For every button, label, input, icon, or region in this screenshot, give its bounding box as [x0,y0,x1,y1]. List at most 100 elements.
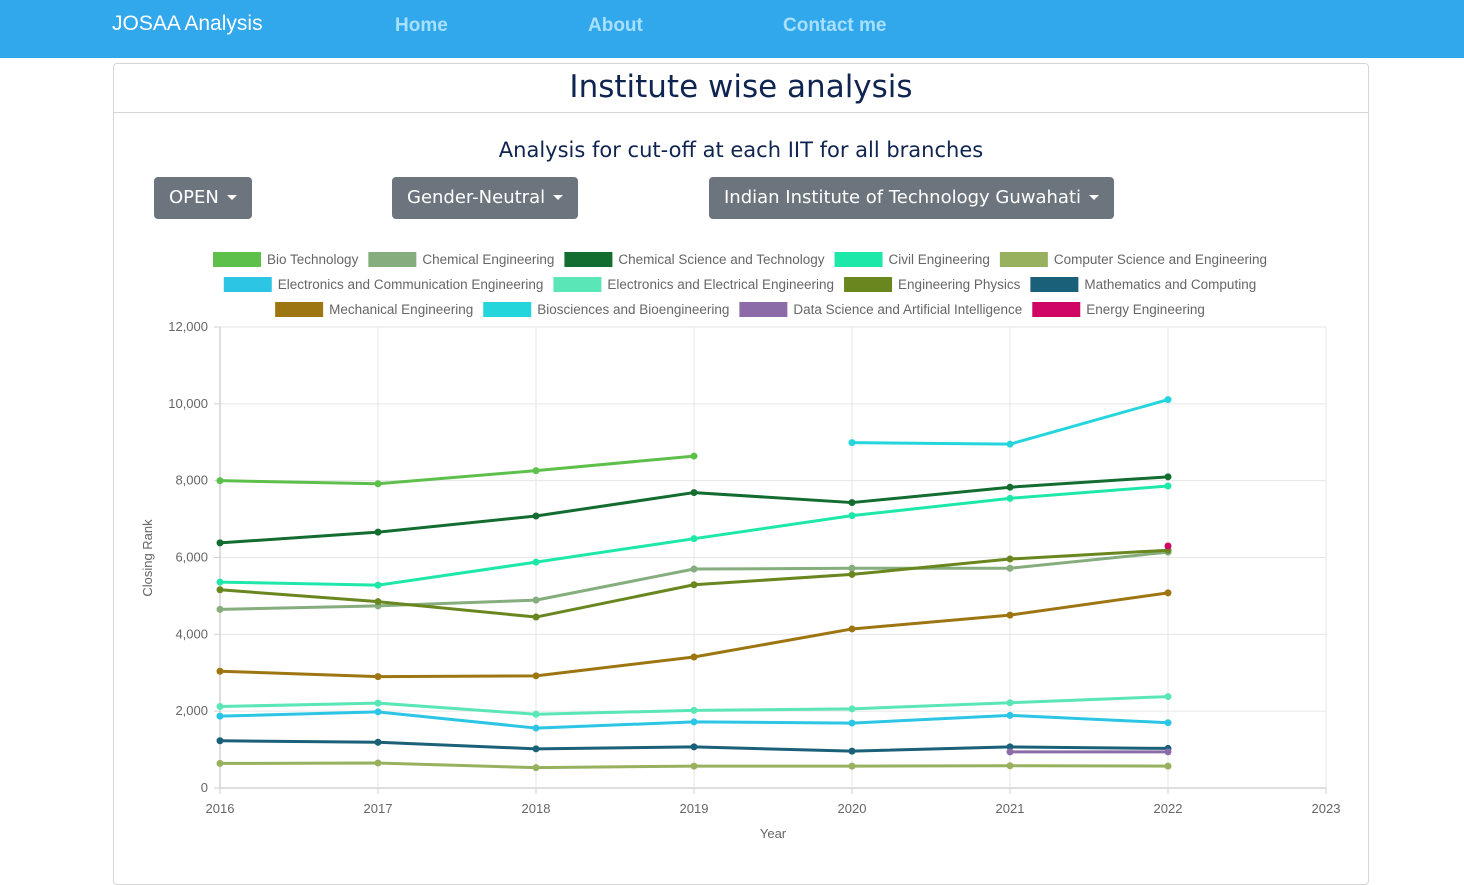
data-point [216,737,224,745]
legend-label: Energy Engineering [1086,302,1205,317]
x-tick-label: 2017 [364,801,393,816]
series-line [219,454,695,486]
legend-item[interactable]: Energy Engineering [1032,302,1205,317]
legend-item[interactable]: Computer Science and Engineering [999,252,1267,267]
legend-label: Electronics and Electrical Engineering [607,277,834,292]
data-point [690,762,698,770]
series-computer-science-and-engineering [216,759,1172,772]
nav-home-link[interactable]: Home [395,15,448,36]
data-point [374,759,382,767]
gender-dropdown-label: Gender-Neutral [407,187,546,208]
chart-axes: 0 2,000 4,000 6,000 8,000 10,000 12,000 2016 201… [168,319,1340,816]
legend-item[interactable]: Electronics and Communication Engineerin… [223,277,544,292]
data-point [690,718,698,726]
data-point [1006,699,1014,707]
data-point [1164,693,1172,701]
data-point [374,673,382,681]
data-point [1164,589,1172,597]
nav-about-link[interactable]: About [588,15,643,36]
x-tick-label: 2019 [680,801,709,816]
data-point [848,625,856,633]
data-point [848,747,856,755]
data-point [690,581,698,589]
data-point [1006,564,1014,572]
data-point [848,499,856,507]
x-tick-label: 2021 [996,801,1025,816]
data-point [848,564,856,572]
data-point [1164,473,1172,481]
legend-item[interactable]: Biosciences and Bioengineering [483,302,729,317]
legend-item[interactable]: Data Science and Artificial Intelligence [739,302,1022,317]
gender-dropdown[interactable]: Gender-Neutral [392,177,579,219]
y-tick-label: 10,000 [168,396,208,411]
legend-item[interactable]: Chemical Engineering [368,252,554,267]
legend-item[interactable]: Chemical Science and Technology [564,252,825,267]
data-point [1006,555,1014,563]
institute-dropdown-label: Indian Institute of Technology Guwahati [724,187,1082,208]
data-point [532,613,540,621]
data-point [848,762,856,770]
legend-label: Engineering Physics [898,277,1021,292]
brand-logo-text[interactable]: JOSAA Analysis [112,12,263,35]
series-bio-technology [216,452,698,488]
legend-label: Civil Engineering [889,252,990,267]
y-tick-label: 4,000 [175,626,208,641]
series-mechanical-engineering [216,589,1172,681]
data-point [1006,711,1014,719]
x-tick-label: 2022 [1154,801,1183,816]
legend-swatch [553,277,602,292]
data-point [848,570,856,578]
data-point [1164,542,1172,550]
data-point [374,480,382,488]
data-point [848,705,856,713]
chart-legend[interactable]: Bio Technology Chemical Engineering Chemic… [213,252,1267,317]
category-dropdown[interactable]: OPEN [154,177,252,219]
data-point [848,439,856,447]
card-header: Institute wise analysis [114,64,1368,113]
data-point [690,535,698,543]
series-electronics-and-electrical-engineering [216,693,1172,718]
data-point [1164,396,1172,404]
y-axis-title: Closing Rank [140,519,155,597]
data-point [532,710,540,718]
data-point [690,653,698,661]
series-civil-engineering [216,482,1172,589]
data-point [1006,440,1014,448]
legend-item[interactable]: Engineering Physics [844,277,1021,292]
legend-item[interactable]: Bio Technology [213,252,359,267]
x-tick-label: 2020 [838,801,867,816]
legend-label: Biosciences and Bioengineering [537,302,729,317]
closing-rank-line-chart: 0 2,000 4,000 6,000 8,000 10,000 12,000 2016 201… [140,252,1340,841]
category-dropdown-label: OPEN [169,187,219,208]
series-electronics-and-communication-engineering [216,708,1172,732]
data-point [690,452,698,460]
legend-item[interactable]: Civil Engineering [834,252,990,267]
series-biosciences-and-bioengineering [848,396,1172,448]
legend-label: Chemical Science and Technology [618,252,824,267]
data-point [216,703,224,711]
data-point [1006,494,1014,502]
data-point [1164,748,1172,756]
y-tick-label: 2,000 [175,703,208,718]
series-engineering-physics [216,546,1172,621]
y-tick-label: 0 [201,780,208,795]
legend-swatch [844,277,893,292]
data-point [690,489,698,497]
data-point [848,512,856,520]
series-chemical-science-and-technology [216,473,1172,547]
data-point [532,512,540,520]
institute-dropdown[interactable]: Indian Institute of Technology Guwahati [709,177,1115,219]
data-point [1164,482,1172,490]
x-tick-label: 2023 [1312,801,1341,816]
legend-item[interactable]: Mathematics and Computing [1030,277,1256,292]
data-point [1164,719,1172,727]
x-tick-label: 2016 [206,801,235,816]
x-axis-title: Year [760,826,787,841]
legend-item[interactable]: Electronics and Electrical Engineering [553,277,834,292]
series-energy-engineering [1164,542,1172,550]
data-point [1006,611,1014,619]
data-point [690,743,698,751]
legend-item[interactable]: Mechanical Engineering [275,302,473,317]
data-point [216,578,224,586]
nav-contact-link[interactable]: Contact me [783,15,887,36]
